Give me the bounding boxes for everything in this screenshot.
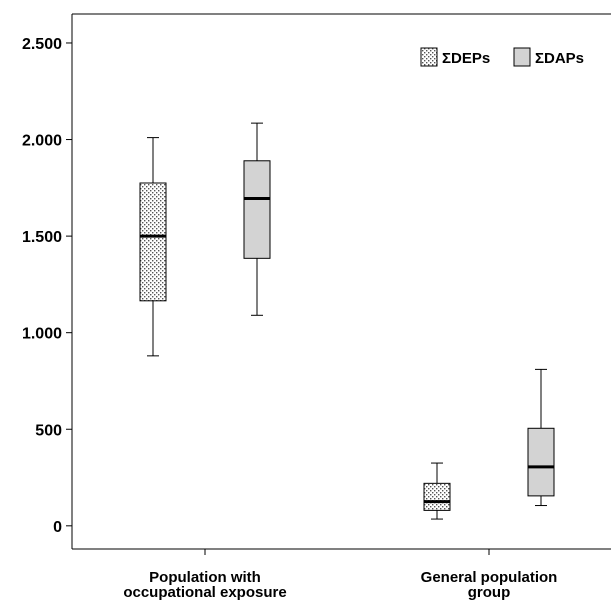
box [139, 137, 167, 357]
x-category-label: group [468, 584, 511, 601]
y-tick-label: 1.000 [22, 326, 62, 343]
box-series [139, 122, 555, 520]
y-tick-label: 2.500 [22, 36, 62, 53]
y-tick-label: 0 [53, 519, 62, 536]
legend: ΣDEPs ΣDAPs [420, 47, 584, 67]
y-tick-label: 2.000 [22, 133, 62, 150]
iqr-box [243, 160, 271, 259]
legend-label: ΣDAPs [535, 50, 584, 67]
box [423, 462, 451, 520]
y-tick-label: 1.500 [22, 229, 62, 246]
legend-swatch [420, 47, 438, 67]
legend-swatch [513, 47, 531, 67]
iqr-box [423, 482, 451, 511]
x-category-label: Population with [149, 569, 261, 586]
x-category-label: occupational exposure [123, 584, 286, 601]
x-category-label: General population [421, 569, 558, 586]
legend-label: ΣDEPs [442, 50, 490, 67]
iqr-box [527, 427, 555, 497]
box [527, 368, 555, 507]
y-tick-label: 500 [35, 422, 62, 439]
iqr-box [139, 182, 167, 302]
axes: 0 500 1.000 1.500 2.000 2.500 Population witho… [22, 13, 611, 601]
box [243, 122, 271, 316]
